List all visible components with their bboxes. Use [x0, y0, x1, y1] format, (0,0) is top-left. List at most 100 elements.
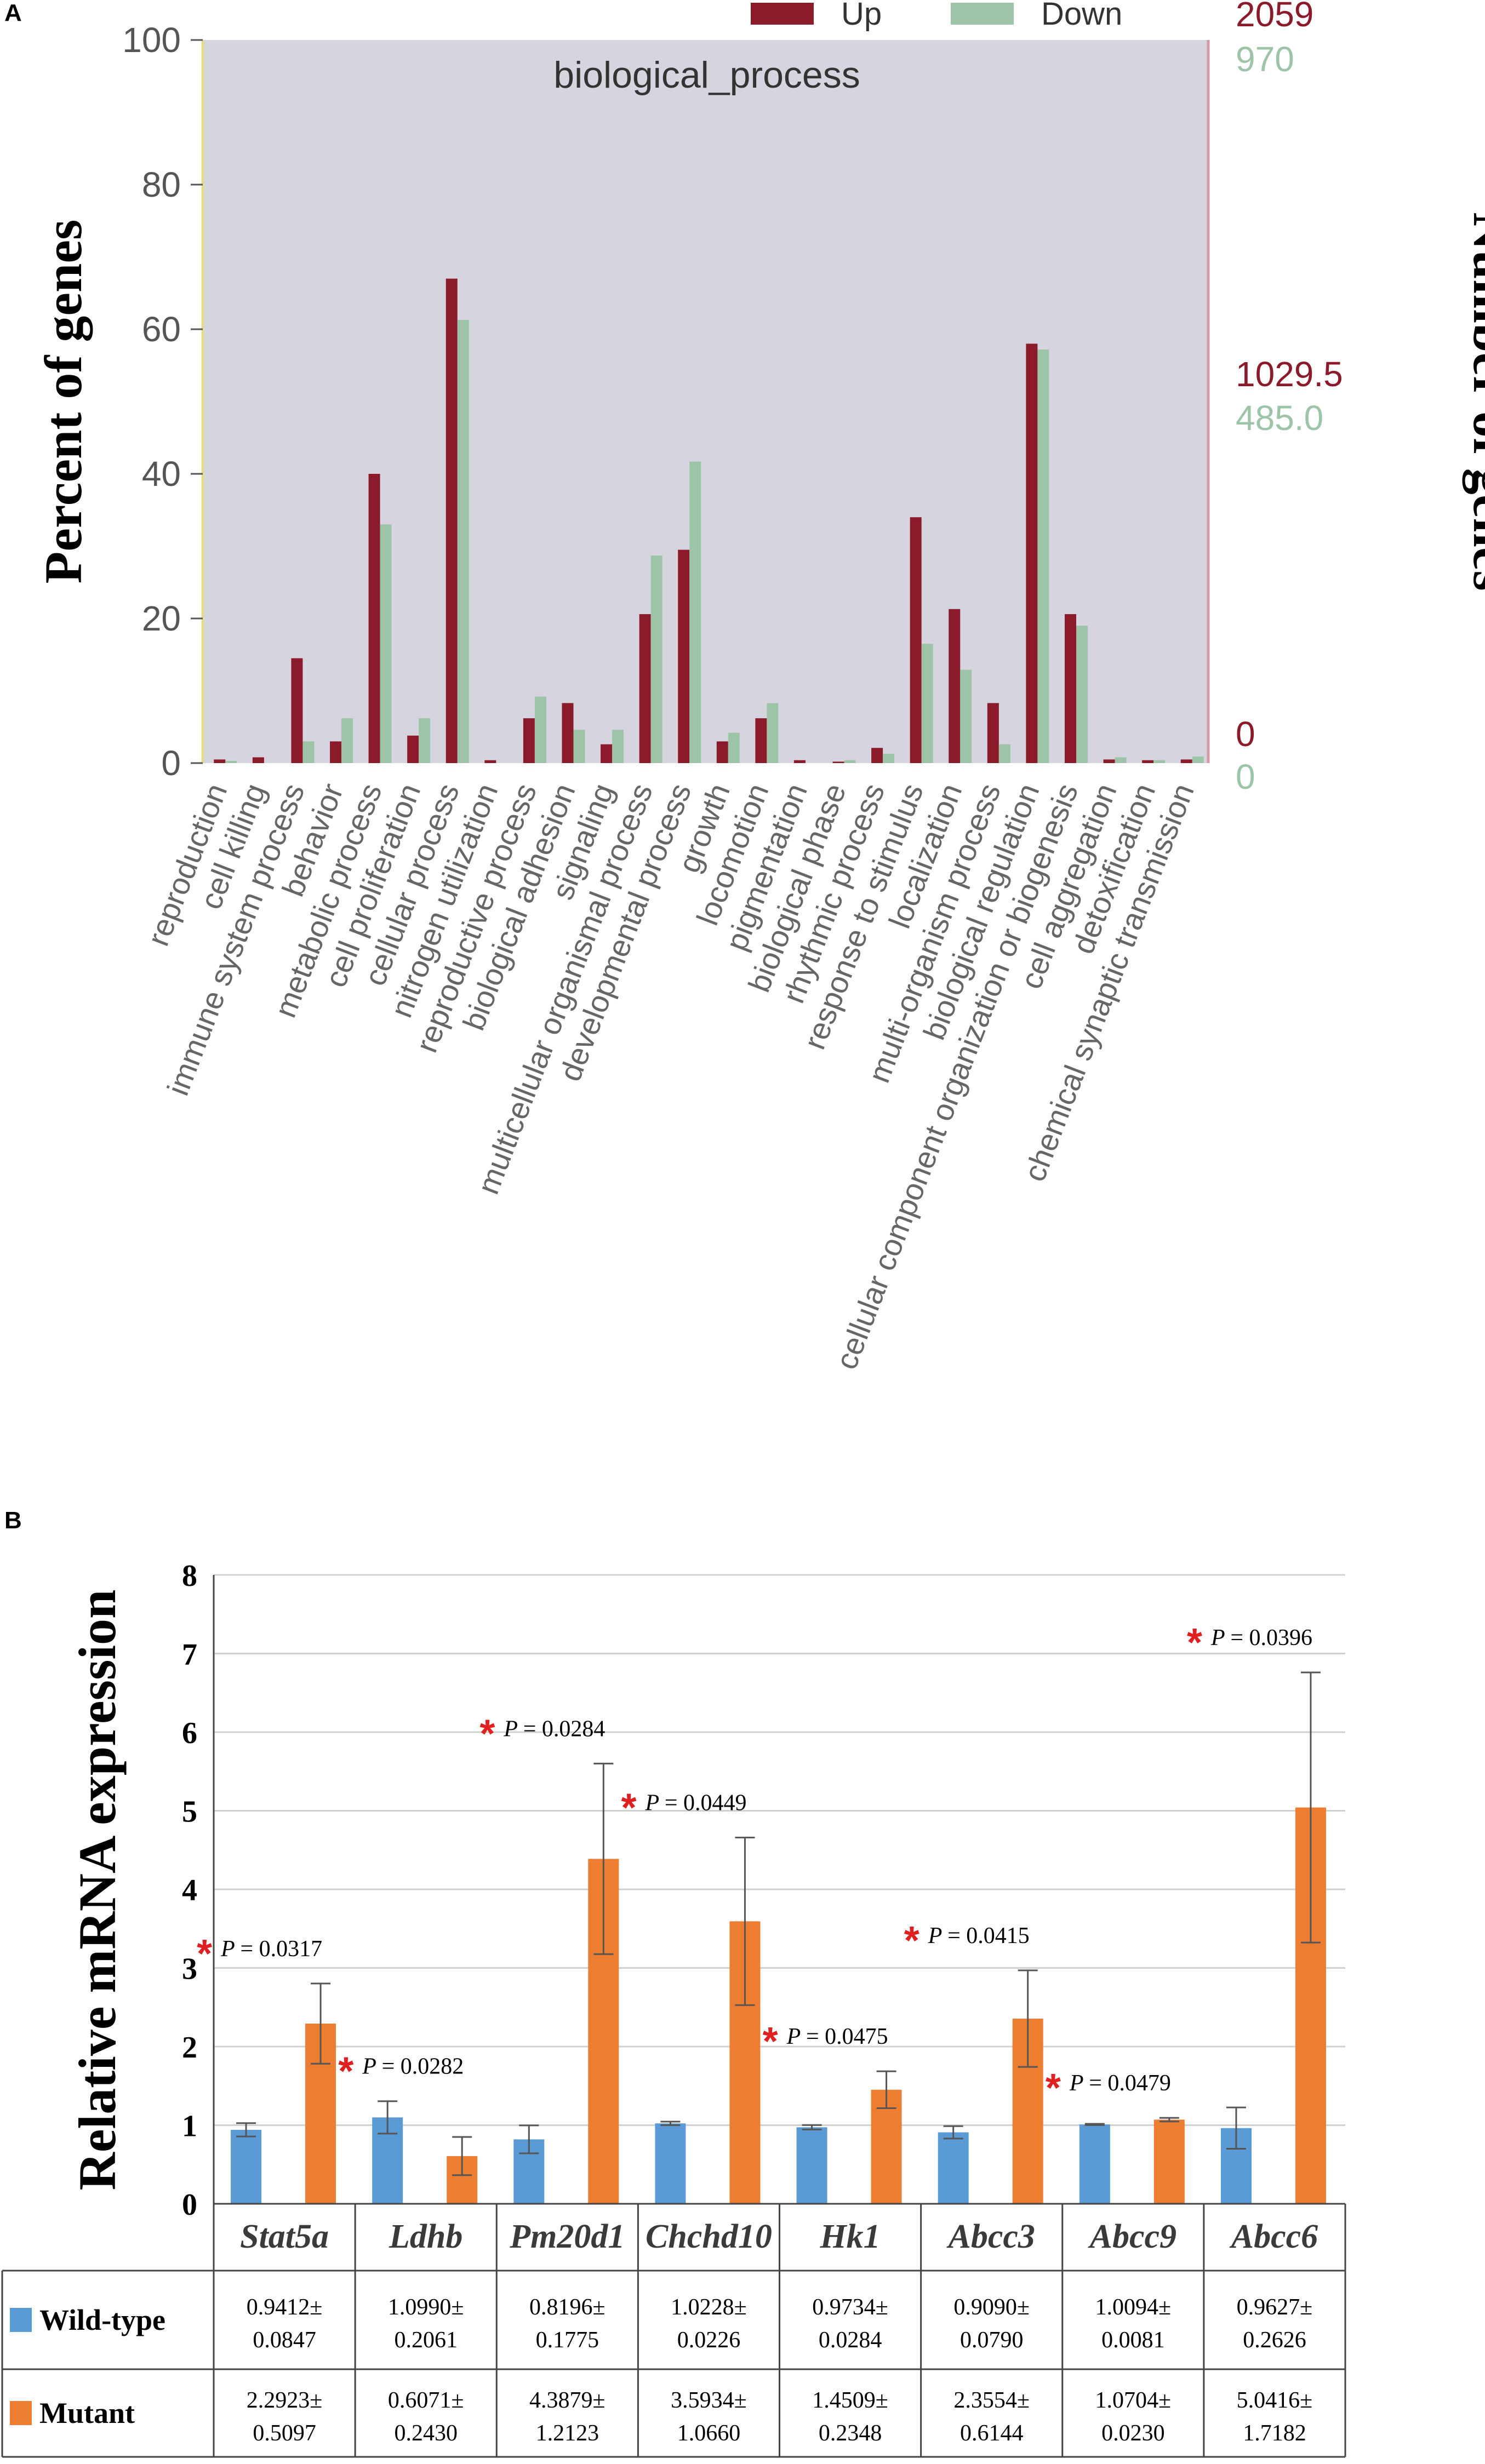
bar-up: [446, 278, 458, 764]
p-value-label: P = 0.0396: [1210, 1625, 1312, 1651]
significance-star: *: [197, 1932, 212, 1976]
x-category-label: Chchd10: [646, 2218, 772, 2255]
error-bar-mutant: [1018, 1969, 1038, 2068]
p-value-symbol: P: [928, 1923, 947, 1949]
mrna-expression-chart: B 0 1 2 3 4 5 6 7 8 Relative mRNA expression * P = 0…: [1, 1507, 1346, 2458]
bar-up: [214, 759, 226, 763]
bar-down: [689, 461, 701, 763]
right-axis-up-label: 1029.5: [1236, 354, 1343, 394]
bar-down: [419, 718, 431, 763]
bar-down: [844, 760, 856, 763]
legend-label-down: Down: [1041, 0, 1122, 32]
bar-wild-type: [938, 2132, 969, 2204]
right-axis-up-label: 2059: [1236, 0, 1313, 34]
bar-up: [291, 658, 303, 763]
error-bar-wild-type: [378, 2100, 398, 2135]
bar-down: [728, 732, 740, 763]
table-cell-sd: 1.0660: [677, 2421, 741, 2446]
x-category-label: Abcc6: [1229, 2218, 1318, 2255]
error-bar-mutant: [1300, 1671, 1321, 1944]
p-value-symbol: P: [1210, 1625, 1230, 1651]
error-bar-mutant: [593, 1762, 614, 1955]
table-cell-sd: 0.0226: [677, 2328, 741, 2353]
bar-down: [1076, 626, 1088, 763]
bar-down: [998, 744, 1010, 763]
significance-star: *: [1187, 1621, 1202, 1665]
bar-up: [1103, 759, 1115, 763]
p-value-number: = 0.0479: [1089, 2071, 1171, 2096]
bar-up: [755, 718, 767, 763]
significance-star: *: [904, 1919, 919, 1963]
bar-mutant: [1153, 2119, 1185, 2204]
right-axis-down-label: 0: [1236, 757, 1255, 796]
error-bar-mutant: [311, 1982, 331, 2065]
y-tick-label: 8: [182, 1559, 197, 1593]
bar-down: [1192, 757, 1204, 763]
plot-background: [203, 40, 1208, 763]
p-value-number: = 0.0415: [947, 1923, 1030, 1949]
p-value-symbol: P: [1069, 2071, 1089, 2096]
p-value-symbol: P: [503, 1716, 523, 1741]
error-bar-mutant: [876, 2070, 896, 2109]
bar-up: [793, 760, 806, 763]
y-tick-label: 3: [182, 1952, 197, 1986]
bar-up: [601, 744, 613, 763]
y-axis-title: Relative mRNA expression: [68, 1590, 127, 2191]
bar-down: [1115, 757, 1127, 763]
bar-up: [252, 757, 264, 763]
p-value-number: = 0.0284: [523, 1716, 606, 1741]
bar-down: [921, 644, 933, 763]
bar-wild-type: [655, 2123, 686, 2204]
table-cell-sd: 0.2626: [1243, 2328, 1306, 2353]
p-value-label: P = 0.0284: [503, 1716, 605, 1741]
error-bar-wild-type: [1084, 2123, 1105, 2126]
y-tick-label: 1: [182, 2110, 197, 2144]
error-bar-wild-type: [660, 2121, 681, 2126]
bar-down: [457, 319, 469, 763]
table-cell-sd: 0.0790: [960, 2328, 1024, 2353]
panel-label-b: B: [4, 1507, 22, 1534]
bar-up: [484, 760, 496, 763]
table-cell-mean: 1.0704±: [1095, 2388, 1172, 2413]
table-cell-mean: 0.9627±: [1237, 2295, 1313, 2320]
error-bar-wild-type: [519, 2124, 539, 2154]
significance-star: *: [338, 2050, 353, 2094]
right-axis-down-label: 485.0: [1236, 398, 1323, 438]
x-category-label: Hk1: [819, 2218, 880, 2255]
bar-wild-type: [231, 2129, 262, 2204]
bar-up: [678, 549, 690, 763]
table-cell-sd: 0.6144: [960, 2421, 1024, 2446]
bar-up: [562, 703, 574, 763]
bar-up: [1180, 759, 1192, 763]
bar-wild-type: [796, 2127, 827, 2204]
bar-down: [573, 730, 585, 763]
bar-up: [1026, 343, 1038, 763]
y-tick-label: 2: [182, 2031, 197, 2065]
bar-up: [716, 741, 728, 763]
bar-down: [883, 753, 895, 763]
bar-up: [368, 474, 380, 763]
table-cell-mean: 1.0094±: [1095, 2295, 1172, 2320]
error-bar-mutant: [452, 2136, 472, 2176]
table-cell-mean: 1.0990±: [388, 2295, 464, 2320]
table-cell-sd: 0.1775: [536, 2328, 599, 2353]
bar-up: [523, 718, 535, 763]
bar-up: [910, 517, 922, 763]
table-cell-mean: 1.4509±: [812, 2388, 888, 2413]
table-cell-mean: 0.9090±: [953, 2295, 1030, 2320]
p-value-label: P = 0.0317: [220, 1936, 322, 1962]
table-cell-sd: 1.2123: [536, 2421, 599, 2446]
bar-up: [832, 761, 844, 763]
y-axis-title: Percent of genes: [34, 220, 93, 584]
significance-star: *: [1046, 2066, 1061, 2110]
table-cell-sd: 0.0081: [1101, 2328, 1165, 2353]
bar-down: [767, 703, 779, 763]
error-bar-wild-type: [943, 2125, 963, 2140]
bar-down: [225, 761, 237, 763]
bar-up: [987, 703, 999, 763]
table-cell-sd: 0.2430: [394, 2421, 458, 2446]
y-tick-label: 6: [182, 1716, 197, 1750]
bar-up: [949, 609, 961, 763]
table-cell-mean: 2.2923±: [247, 2388, 323, 2413]
error-bar-wild-type: [1226, 2106, 1246, 2150]
